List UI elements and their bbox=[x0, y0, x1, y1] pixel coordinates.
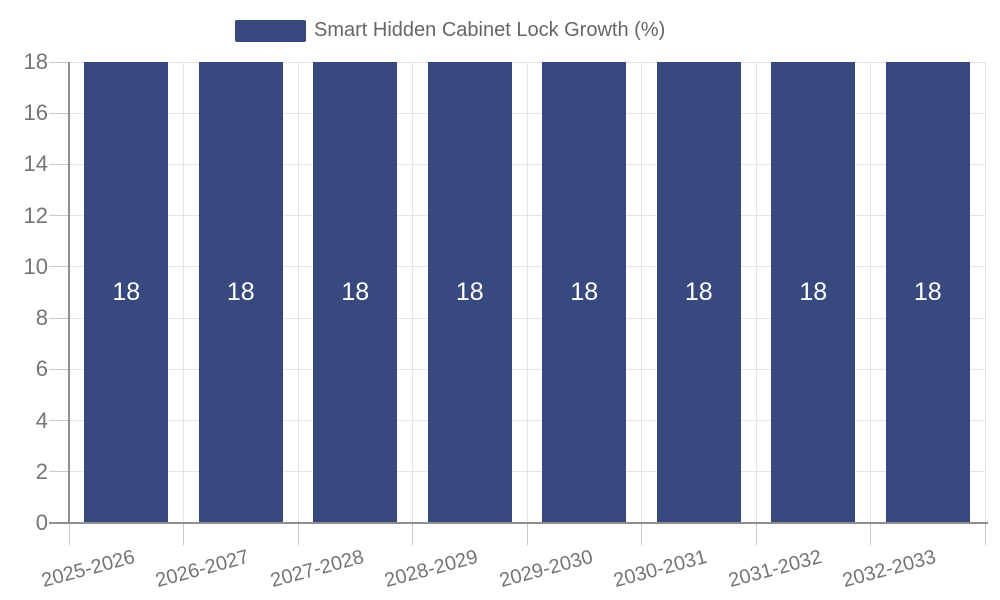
y-axis-label: 6 bbox=[35, 356, 48, 382]
y-tick bbox=[49, 215, 69, 217]
y-tick bbox=[49, 368, 69, 370]
bar[interactable]: 18 bbox=[885, 62, 970, 523]
v-gridline bbox=[641, 62, 642, 523]
x-axis-label: 2025-2026 bbox=[38, 546, 137, 593]
bar-value-label: 18 bbox=[570, 278, 599, 306]
bar-value-label: 18 bbox=[112, 278, 141, 306]
bar[interactable]: 18 bbox=[84, 62, 169, 523]
y-tick bbox=[49, 61, 69, 63]
v-gridline bbox=[297, 62, 299, 523]
x-tick bbox=[755, 524, 757, 545]
x-axis-label: 2026-2027 bbox=[153, 546, 252, 593]
v-gridline bbox=[984, 62, 986, 523]
bar-value-label: 18 bbox=[799, 278, 828, 306]
legend-label: Smart Hidden Cabinet Lock Growth (%) bbox=[314, 19, 666, 41]
x-axis-label: 2030-2031 bbox=[611, 546, 710, 593]
legend-item[interactable]: Smart Hidden Cabinet Lock Growth (%) bbox=[235, 19, 665, 42]
x-tick bbox=[297, 524, 299, 545]
y-axis-line bbox=[68, 62, 70, 523]
v-gridline bbox=[755, 62, 757, 523]
x-axis-label: 2029-2030 bbox=[496, 546, 595, 593]
bar[interactable]: 18 bbox=[427, 62, 512, 523]
y-axis-label: 16 bbox=[23, 100, 48, 126]
y-tick bbox=[49, 266, 69, 268]
y-tick bbox=[49, 163, 69, 165]
bar-value-label: 18 bbox=[913, 278, 942, 306]
v-gridline bbox=[870, 62, 871, 523]
y-axis-label: 0 bbox=[35, 510, 48, 535]
x-axis-label: 2031-2032 bbox=[725, 546, 824, 593]
x-tick bbox=[412, 524, 413, 545]
bar[interactable]: 18 bbox=[771, 62, 856, 523]
y-axis-label: 8 bbox=[35, 305, 48, 331]
y-tick bbox=[49, 112, 69, 114]
x-tick bbox=[526, 524, 528, 545]
v-gridline bbox=[183, 62, 184, 523]
x-tick bbox=[984, 524, 986, 545]
v-gridline bbox=[526, 62, 528, 523]
bar-value-label: 18 bbox=[226, 278, 255, 306]
x-axis-label: 2027-2028 bbox=[267, 546, 366, 593]
bar[interactable]: 18 bbox=[198, 62, 283, 523]
y-axis-label: 10 bbox=[23, 253, 48, 279]
bar-value-label: 18 bbox=[341, 278, 370, 306]
x-tick bbox=[183, 524, 184, 545]
x-tick bbox=[870, 524, 871, 545]
x-tick bbox=[641, 524, 642, 545]
y-axis-label: 12 bbox=[23, 202, 48, 228]
bar-value-label: 18 bbox=[455, 278, 484, 306]
y-axis-label: 18 bbox=[23, 49, 48, 74]
bar[interactable]: 18 bbox=[542, 62, 627, 523]
y-tick bbox=[49, 471, 69, 473]
bar[interactable]: 18 bbox=[313, 62, 398, 523]
y-axis-label: 14 bbox=[23, 151, 48, 177]
y-tick bbox=[49, 420, 69, 422]
v-gridline bbox=[412, 62, 413, 523]
x-axis-label: 2032-2033 bbox=[840, 546, 939, 593]
x-axis-label: 2028-2029 bbox=[382, 546, 481, 593]
bar[interactable]: 18 bbox=[656, 62, 741, 523]
y-axis-label: 2 bbox=[35, 458, 48, 484]
y-tick bbox=[49, 317, 69, 319]
x-axis-line bbox=[49, 522, 988, 524]
legend-swatch-icon bbox=[235, 19, 306, 42]
y-axis-label: 4 bbox=[35, 407, 48, 433]
bar-value-label: 18 bbox=[684, 278, 713, 306]
x-tick bbox=[68, 524, 70, 545]
